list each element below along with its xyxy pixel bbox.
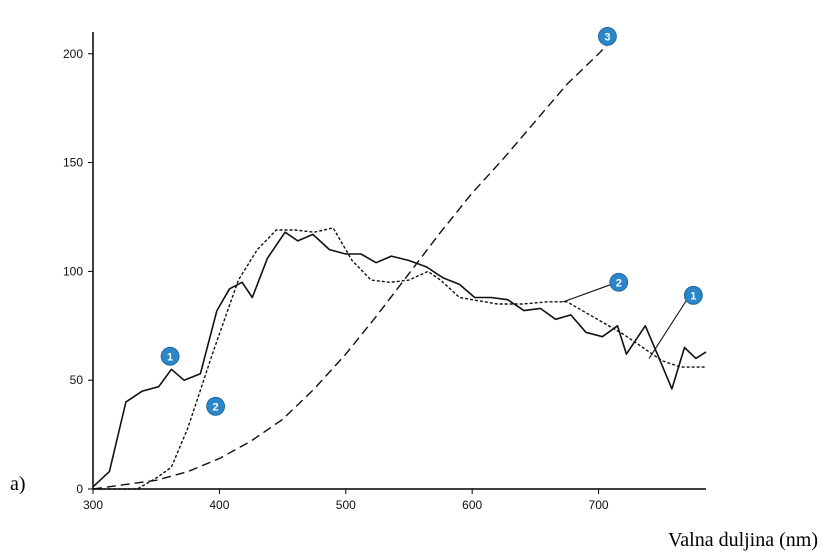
x-tick-label: 300 bbox=[83, 498, 103, 512]
marker-badge bbox=[609, 272, 629, 292]
y-tick-label: 150 bbox=[63, 156, 83, 170]
marker-label: 2 bbox=[616, 277, 622, 289]
y-tick-label: 50 bbox=[70, 373, 84, 387]
marker-label: 1 bbox=[690, 290, 696, 302]
chart-axes bbox=[92, 32, 706, 490]
series-marker-2: 2 bbox=[609, 272, 629, 292]
panel-label: a) bbox=[10, 473, 26, 495]
leader-line bbox=[648, 297, 689, 359]
marker-badge bbox=[160, 346, 180, 366]
marker-badge bbox=[206, 396, 226, 416]
series-markers: 1 2 3 2 1 bbox=[160, 26, 703, 416]
marker-badge bbox=[683, 285, 703, 305]
x-tick-label: 400 bbox=[209, 498, 229, 512]
marker-badge bbox=[598, 26, 617, 46]
series-line-2 bbox=[93, 227, 706, 490]
y-tick-label: 200 bbox=[63, 47, 83, 61]
x-tick-label: 700 bbox=[589, 498, 609, 512]
marker-label: 1 bbox=[167, 351, 173, 363]
marker-label: 3 bbox=[604, 31, 610, 43]
x-tick-label: 500 bbox=[336, 498, 356, 512]
series-line-3 bbox=[92, 40, 612, 490]
leader-lines bbox=[562, 283, 689, 359]
x-tick-label: 600 bbox=[462, 498, 482, 512]
x-axis-title: Valna duljina (nm) bbox=[668, 529, 818, 551]
y-tick-label: 100 bbox=[63, 264, 83, 278]
leader-line bbox=[562, 283, 612, 303]
axis-ticks: 300 400 500 600 700 0 50 100 150 200 bbox=[63, 47, 609, 512]
y-tick-label: 0 bbox=[76, 482, 83, 496]
series-layer bbox=[92, 40, 707, 490]
series-marker-3: 3 bbox=[598, 26, 617, 46]
series-line-1 bbox=[92, 231, 707, 488]
marker-label: 2 bbox=[213, 401, 219, 413]
series-marker-1: 1 bbox=[683, 285, 703, 305]
series-marker-1: 1 bbox=[160, 346, 180, 366]
series-marker-2: 2 bbox=[206, 396, 226, 416]
